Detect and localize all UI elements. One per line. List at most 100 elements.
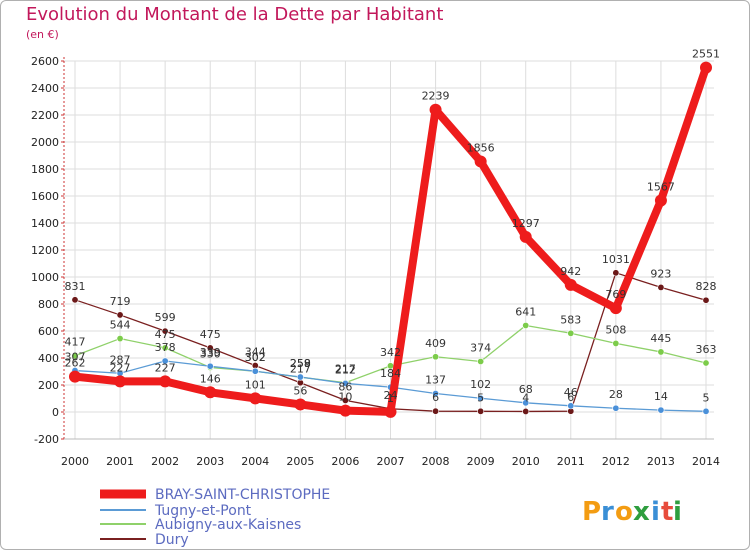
data-label: 831	[65, 280, 86, 293]
data-label: 2551	[692, 48, 720, 61]
data-label: 417	[65, 336, 86, 349]
data-point	[116, 311, 124, 319]
y-tick-label: 2600	[31, 55, 59, 68]
data-label: 287	[110, 353, 131, 366]
y-tick-label: 1800	[31, 163, 59, 176]
y-tick-label: 1200	[31, 244, 59, 257]
data-label: 475	[200, 328, 221, 341]
chart-title: Evolution du Montant de la Dette par Hab…	[26, 4, 444, 25]
logo-letter: i	[673, 497, 682, 527]
data-label: 6	[432, 391, 439, 404]
axis-layer: -200 0 200 400 600 800 1000 1200 1400 1600 1800 200…	[31, 55, 720, 468]
data-point	[204, 386, 217, 399]
data-point	[477, 407, 485, 415]
data-label: 5	[703, 391, 710, 404]
legend-label: Dury	[155, 532, 189, 548]
logo-letter: P	[582, 497, 601, 527]
data-point	[249, 392, 262, 405]
y-tick-label: 2400	[31, 82, 59, 95]
data-point	[657, 283, 665, 291]
data-point	[341, 396, 349, 404]
data-label: 259	[290, 357, 311, 370]
data-point	[429, 103, 442, 116]
data-label: 101	[245, 378, 266, 391]
data-label: 719	[110, 295, 131, 308]
legend-label: Tugny-et-Pont	[154, 503, 252, 519]
data-point	[206, 344, 214, 352]
y-tick-label: -200	[34, 433, 59, 446]
x-tick-label: 2009	[467, 455, 495, 468]
data-point	[69, 370, 81, 383]
y-tick-label: 0	[52, 406, 59, 419]
data-point	[522, 407, 530, 415]
data-label: 10	[338, 391, 352, 404]
data-point	[567, 329, 575, 337]
y-tick-label: 1400	[31, 217, 59, 230]
data-point	[657, 406, 665, 414]
data-label: 14	[654, 390, 668, 403]
data-label: 445	[650, 332, 671, 345]
x-tick-label: 2011	[557, 455, 585, 468]
data-point	[654, 194, 667, 207]
data-label: 1031	[602, 253, 630, 266]
data-label: 374	[470, 342, 491, 355]
data-label: 68	[519, 383, 533, 396]
data-label: 828	[696, 280, 717, 293]
data-label: 363	[696, 343, 717, 356]
data-point	[341, 379, 349, 387]
x-tick-label: 2007	[377, 455, 405, 468]
data-label: 344	[245, 346, 266, 359]
data-point	[432, 390, 440, 398]
x-tick-label: 2004	[241, 455, 269, 468]
data-label: 227	[155, 361, 176, 374]
x-tick-label: 2000	[61, 455, 89, 468]
data-label: 302	[245, 351, 266, 364]
y-tick-label: 1600	[31, 190, 59, 203]
data-label: 475	[155, 328, 176, 341]
data-label: 307	[65, 351, 86, 364]
data-point	[432, 407, 440, 415]
data-label: 212	[335, 363, 356, 376]
data-point	[161, 357, 169, 365]
data-point	[251, 367, 259, 375]
data-point	[657, 348, 665, 356]
chart-subtitle: (en €)	[26, 28, 59, 41]
y-tick-label: 2000	[31, 136, 59, 149]
data-point	[612, 269, 620, 277]
logo-letter: t	[661, 497, 673, 527]
legend: BRAY-SAINT-CHRISTOPHETugny-et-PontAubign…	[100, 487, 330, 548]
y-tick-label: 400	[38, 352, 59, 365]
logo-letter: o	[615, 497, 633, 527]
data-label: 184	[380, 367, 401, 380]
x-tick-label: 2003	[196, 455, 224, 468]
y-tick-label: 600	[38, 325, 59, 338]
data-point	[609, 302, 622, 315]
data-point	[702, 407, 710, 415]
data-label: 583	[560, 313, 581, 326]
data-point	[161, 327, 169, 335]
logo-letter: r	[601, 497, 614, 527]
data-label: 227	[110, 361, 131, 374]
data-label: 258	[290, 357, 311, 370]
logo-letter: x	[633, 497, 650, 527]
data-label: 6	[567, 391, 574, 404]
data-label: 262	[65, 357, 86, 370]
data-label: 1856	[467, 141, 495, 154]
y-tick-label: 2200	[31, 109, 59, 122]
data-label: 1567	[647, 180, 675, 193]
x-tick-label: 2008	[422, 455, 450, 468]
data-label: 217	[290, 363, 311, 376]
x-tick-label: 2005	[286, 455, 314, 468]
data-point	[71, 352, 79, 360]
data-label: 330	[200, 347, 221, 360]
data-point	[702, 296, 710, 304]
data-point	[161, 344, 169, 352]
x-tick-label: 2001	[106, 455, 134, 468]
x-tick-label: 2006	[331, 455, 359, 468]
data-point	[432, 353, 440, 361]
data-point	[612, 404, 620, 412]
data-point	[384, 405, 397, 418]
data-label: 2239	[422, 90, 450, 103]
data-label: 923	[650, 267, 671, 280]
